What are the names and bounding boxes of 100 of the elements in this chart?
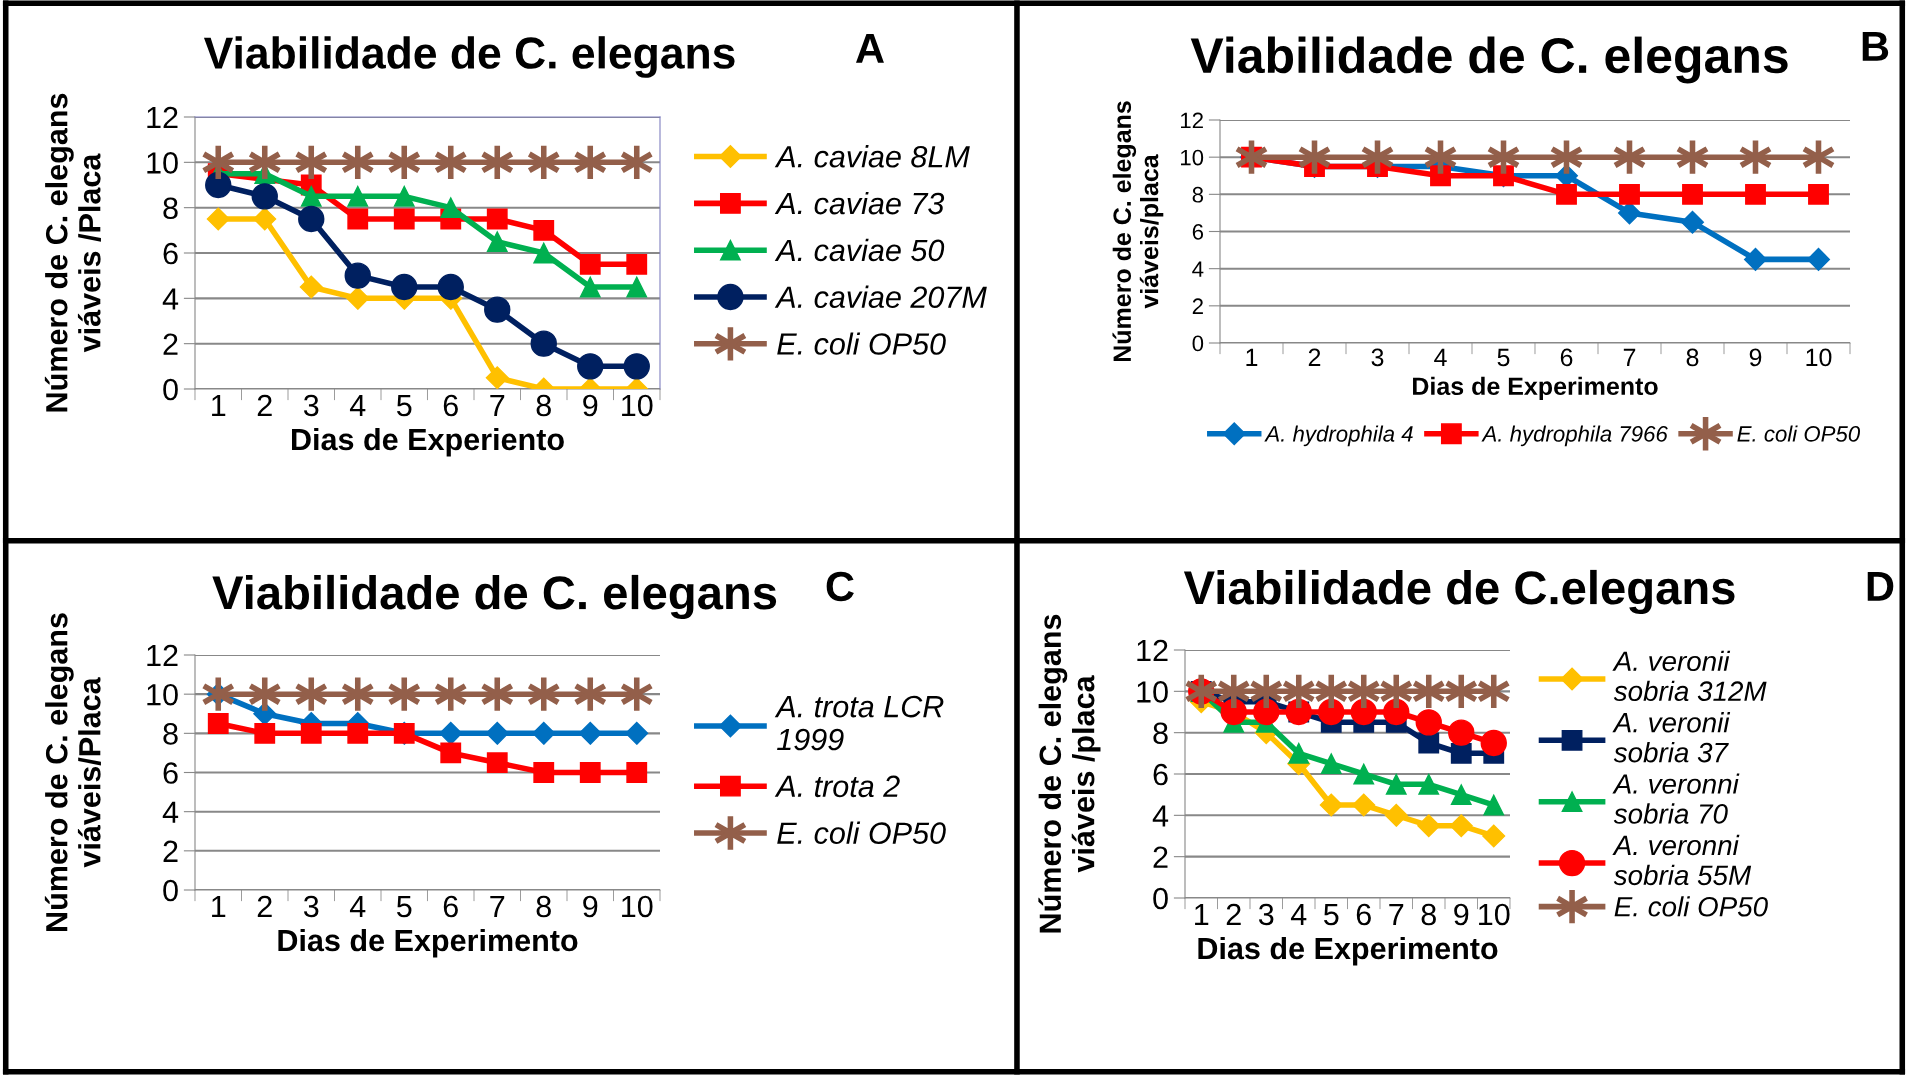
x-tick-label: 6 bbox=[1356, 903, 1371, 926]
y-axis-title: Número de C. elegans viáveis /placa bbox=[1038, 614, 1101, 933]
y-tick-label: 6 bbox=[1153, 763, 1168, 786]
y-tick-label: 10 bbox=[1137, 681, 1168, 703]
x-tick-label: 1 bbox=[1195, 903, 1209, 925]
y-tick-label: 0 bbox=[163, 378, 178, 401]
point bbox=[532, 721, 556, 745]
point bbox=[1556, 183, 1577, 205]
point bbox=[254, 722, 276, 744]
point bbox=[1480, 729, 1507, 757]
legend-label: A. caviae 8LM bbox=[774, 145, 970, 168]
x-tick-label: 6 bbox=[443, 895, 458, 918]
x-tick-label: 1 bbox=[1246, 348, 1258, 366]
x-axis-title: Dias de Experimento bbox=[1198, 936, 1498, 966]
point bbox=[626, 762, 648, 783]
point bbox=[579, 276, 601, 298]
x-tick-label: 1 bbox=[212, 895, 226, 917]
text: C bbox=[826, 571, 854, 602]
y-tick-label: 2 bbox=[1192, 298, 1203, 314]
y-tick-label: 12 bbox=[1137, 639, 1168, 662]
y-axis-title: Número de C. elegans viáveis /Placa bbox=[44, 93, 101, 412]
text: D bbox=[1867, 572, 1894, 601]
y-tick-label: 0 bbox=[1192, 335, 1204, 352]
point bbox=[626, 253, 648, 275]
x-tick-label: 2 bbox=[1308, 348, 1321, 366]
y-tick-label: 8 bbox=[1192, 186, 1204, 203]
point bbox=[1384, 803, 1408, 827]
point bbox=[1418, 773, 1440, 795]
point bbox=[1319, 793, 1343, 817]
point bbox=[1449, 814, 1473, 838]
y-tick-label: 8 bbox=[163, 197, 178, 220]
y-tick-label: 2 bbox=[163, 840, 178, 862]
x-tick-label: 8 bbox=[536, 394, 551, 417]
legend-label: A. trota 2 bbox=[774, 775, 900, 798]
x-tick-label: 10 bbox=[622, 895, 653, 918]
legend-label: A. hydrophila 7966 bbox=[1481, 425, 1668, 447]
x-tick-label: 7 bbox=[490, 394, 505, 416]
y-tick-label: 8 bbox=[163, 723, 178, 745]
point bbox=[1808, 183, 1829, 205]
point bbox=[440, 197, 462, 219]
point bbox=[1807, 247, 1830, 271]
x-tick-label: 4 bbox=[1290, 903, 1307, 925]
legend-label: A. hydrophila 4 bbox=[1264, 425, 1413, 447]
y-tick-label: 2 bbox=[1153, 846, 1168, 868]
x-tick-label: 7 bbox=[1389, 903, 1404, 925]
point bbox=[440, 742, 462, 764]
point bbox=[1350, 698, 1377, 726]
point bbox=[623, 353, 650, 380]
x-axis-title: Dias de Experiento bbox=[292, 427, 564, 457]
y-tick-label: 12 bbox=[147, 106, 178, 129]
y-tick-label: 10 bbox=[147, 152, 178, 174]
point bbox=[437, 273, 464, 301]
point bbox=[253, 207, 277, 231]
point bbox=[1320, 753, 1342, 775]
point bbox=[1450, 742, 1472, 764]
point bbox=[1318, 698, 1345, 726]
point bbox=[251, 183, 278, 210]
point bbox=[347, 185, 369, 207]
y-tick-label: 12 bbox=[1181, 112, 1203, 129]
point bbox=[207, 713, 229, 734]
point bbox=[533, 762, 555, 783]
y-axis-title: Número de C. elegans viáveis/placa bbox=[1112, 101, 1164, 362]
x-tick-label: 8 bbox=[1686, 348, 1699, 367]
x-tick-label: 8 bbox=[536, 895, 551, 918]
legend-label: A. veronii sobria 312M bbox=[1612, 650, 1767, 702]
point bbox=[391, 273, 418, 301]
x-tick-label: 5 bbox=[396, 895, 412, 918]
point bbox=[347, 722, 369, 744]
point bbox=[626, 276, 648, 298]
point bbox=[393, 208, 415, 230]
x-tick-label: 3 bbox=[1371, 348, 1384, 367]
point bbox=[300, 185, 322, 207]
y-tick-label: 10 bbox=[1181, 149, 1204, 166]
point bbox=[1482, 824, 1506, 848]
point bbox=[1450, 784, 1472, 806]
x-tick-label: 3 bbox=[1258, 903, 1274, 926]
x-tick-label: 2 bbox=[257, 394, 272, 416]
x-tick-label: 3 bbox=[303, 895, 319, 918]
x-tick-label: 6 bbox=[443, 394, 458, 417]
x-tick-label: 10 bbox=[1806, 348, 1832, 367]
point bbox=[533, 242, 555, 264]
y-tick-label: 0 bbox=[1153, 887, 1168, 910]
point bbox=[201, 674, 236, 714]
point bbox=[1619, 183, 1640, 205]
point bbox=[1352, 793, 1376, 817]
y-tick-label: 4 bbox=[1192, 261, 1204, 277]
point bbox=[205, 171, 232, 199]
x-tick-label: 9 bbox=[1749, 348, 1762, 367]
point bbox=[1745, 183, 1766, 205]
point bbox=[1417, 814, 1441, 838]
x-tick-label: 7 bbox=[1623, 348, 1636, 366]
legend-label: E. coli OP50 bbox=[1614, 896, 1768, 917]
y-tick-label: 6 bbox=[163, 242, 178, 265]
point bbox=[486, 208, 508, 230]
x-axis-title: Dias de Experimento bbox=[1413, 376, 1658, 401]
point bbox=[1415, 709, 1442, 736]
point bbox=[1288, 742, 1310, 764]
x-tick-label: 7 bbox=[490, 895, 505, 917]
point bbox=[486, 752, 508, 774]
point bbox=[1483, 794, 1505, 816]
